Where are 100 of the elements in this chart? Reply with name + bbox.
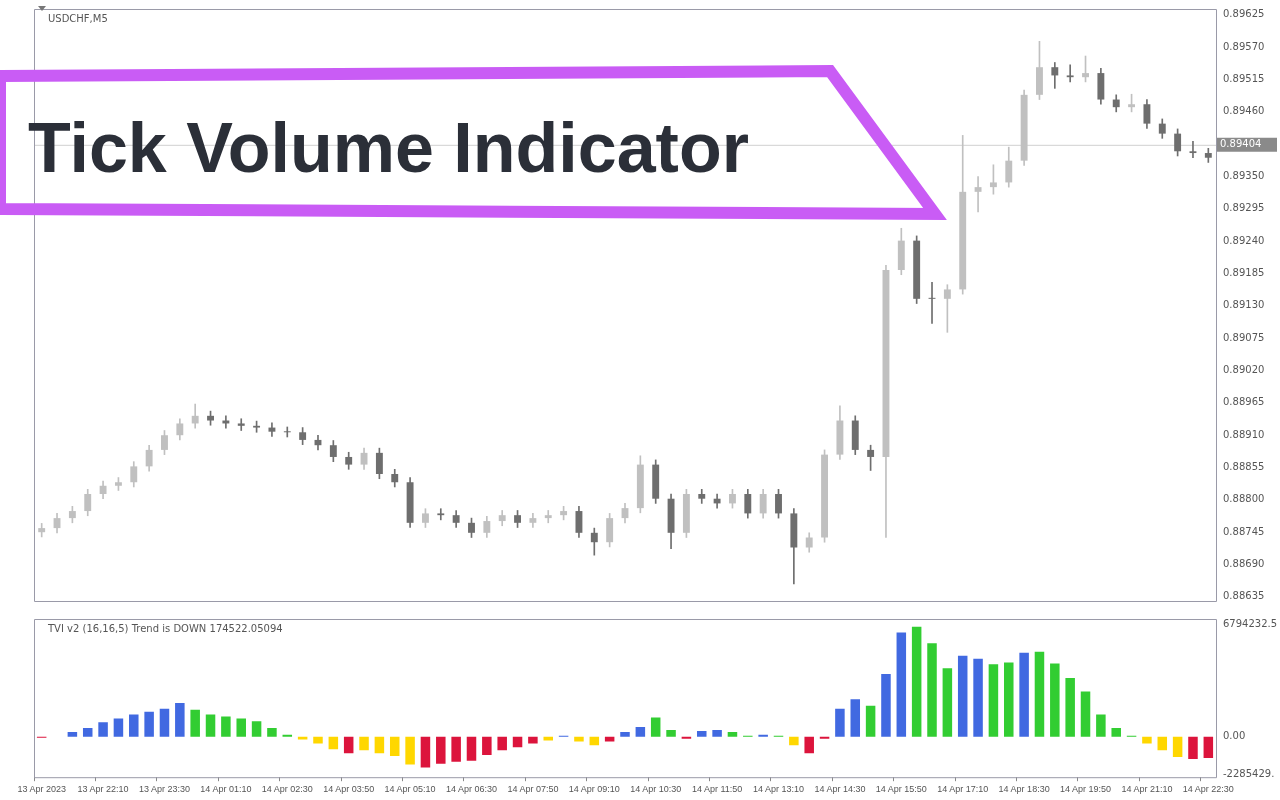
y-tick-label: 0.89020: [1223, 364, 1265, 376]
bar: [190, 709, 200, 737]
bar: [482, 736, 492, 755]
x-tick-label: 14 Apr 05:10: [384, 784, 436, 795]
bar: [1157, 736, 1168, 751]
bar: [175, 703, 185, 737]
y-tick-label: 0.89515: [1223, 73, 1265, 85]
y-tick-label: 0.89240: [1223, 234, 1265, 246]
bar: [405, 736, 415, 765]
y-tick-label: 0.88800: [1223, 493, 1265, 505]
y-tick-label: 0.89185: [1223, 267, 1265, 279]
x-tick-label: 14 Apr 13:10: [752, 784, 805, 795]
x-tick-label: 14 Apr 18:30: [998, 784, 1050, 795]
bar: [650, 717, 661, 737]
y-tick-label: 0.89460: [1223, 105, 1265, 117]
y-tick-label: 0.88910: [1223, 428, 1265, 440]
bar: [543, 736, 554, 741]
bar: [666, 729, 676, 737]
bar: [313, 736, 323, 744]
y-tick-label: 0.89295: [1223, 202, 1265, 214]
bar: [973, 658, 983, 737]
y-tick-label: 0.89130: [1223, 299, 1265, 311]
bar: [236, 718, 246, 737]
chart-title: USDCHF,M5: [48, 12, 108, 24]
bar: [389, 736, 400, 756]
bar: [82, 728, 93, 737]
bar: [267, 728, 277, 737]
bar: [497, 736, 507, 751]
bar: [466, 736, 477, 761]
y-tick-label: 0.88965: [1223, 396, 1265, 408]
bar: [727, 731, 738, 737]
x-tick-label: 14 Apr 07:50: [507, 784, 559, 795]
bar: [1050, 663, 1060, 737]
y-tick-label: -2285429.: [1223, 768, 1275, 780]
bar: [911, 626, 922, 737]
x-tick-label: 14 Apr 14:30: [814, 784, 866, 795]
bar: [129, 714, 139, 737]
y-tick-label: 0.88745: [1223, 525, 1265, 537]
bar: [881, 674, 891, 737]
y-tick-label: 6794232.5: [1223, 617, 1278, 629]
x-tick-label: 14 Apr 06:30: [445, 784, 498, 795]
bar: [297, 736, 308, 740]
x-tick-label: 13 Apr 2023: [17, 784, 66, 795]
x-tick-label: 14 Apr 02:30: [261, 784, 313, 795]
bar: [451, 736, 461, 762]
bar: [604, 736, 615, 742]
bar: [1096, 714, 1106, 737]
candlestick: [1189, 140, 1197, 159]
candlestick: [237, 418, 245, 431]
bar: [1111, 728, 1121, 737]
bar: [957, 655, 968, 737]
bar: [942, 668, 953, 737]
bar: [574, 736, 584, 742]
x-tick-label: 14 Apr 11:50: [691, 784, 743, 795]
x-tick-label: 14 Apr 22:30: [1182, 784, 1234, 795]
bar: [927, 643, 937, 737]
bar: [98, 722, 108, 737]
chart-title: TVI v2 (16,16,5) Trend is DOWN 174522.05094: [47, 622, 283, 634]
y-tick-label: 0.00: [1223, 730, 1246, 742]
bar: [282, 734, 293, 737]
x-tick-label: 14 Apr 09:10: [568, 784, 620, 795]
y-tick-label: 0.88690: [1223, 558, 1265, 570]
bar: [374, 736, 385, 754]
bar: [67, 731, 78, 737]
candlestick: [437, 508, 445, 521]
annotation: Tick Volume Indicator: [28, 109, 749, 187]
bar: [988, 664, 999, 737]
bar: [1172, 736, 1183, 757]
bar: [1004, 662, 1014, 737]
candlestick: [1066, 64, 1074, 83]
x-tick-label: 13 Apr 22:10: [77, 784, 129, 795]
bar: [144, 711, 154, 737]
x-tick-label: 13 Apr 23:30: [138, 784, 190, 795]
bar: [697, 730, 707, 737]
bar: [328, 736, 339, 750]
candlestick: [283, 426, 291, 438]
x-tick-label: 14 Apr 01:10: [200, 784, 252, 795]
bar: [359, 736, 369, 751]
bar: [436, 736, 446, 764]
bar: [159, 708, 170, 737]
bar: [804, 736, 814, 754]
ref-line-label: 0.89404: [1220, 138, 1262, 150]
bar: [712, 729, 722, 737]
bar: [865, 705, 876, 737]
x-tick-label: 14 Apr 15:50: [875, 784, 927, 795]
bar: [850, 699, 861, 737]
bar: [789, 736, 799, 746]
y-tick-label: 0.88635: [1223, 590, 1265, 602]
bar: [1203, 736, 1214, 758]
bar: [113, 718, 124, 737]
bar: [528, 736, 538, 744]
y-tick-label: 0.88855: [1223, 461, 1265, 473]
y-tick-label: 0.89570: [1223, 40, 1265, 52]
bar: [1065, 677, 1075, 737]
bar: [1188, 736, 1198, 759]
y-tick-label: 0.89075: [1223, 331, 1265, 343]
candlestick: [974, 176, 982, 213]
x-tick-label: 14 Apr 10:30: [630, 784, 682, 795]
x-tick-label: 14 Apr 21:10: [1121, 784, 1173, 795]
bar: [251, 721, 262, 737]
